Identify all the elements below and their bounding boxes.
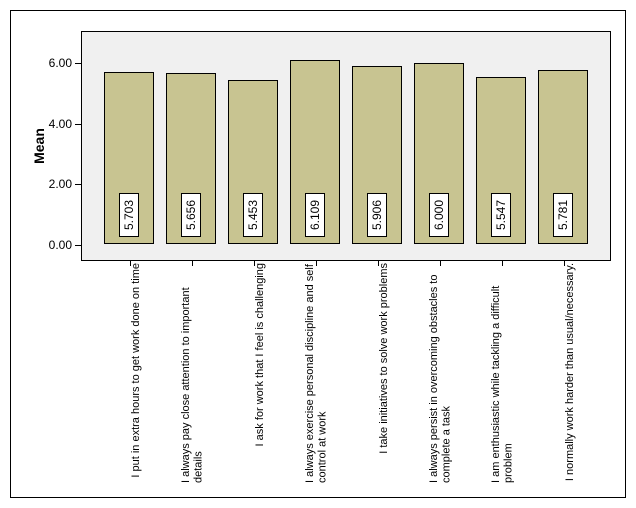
bar-5: 6.000 (414, 63, 464, 244)
value-label-6: 5.547 (491, 193, 511, 237)
bar-2: 5.453 (228, 80, 278, 244)
value-label-0: 5.703 (119, 193, 139, 237)
value-label-1: 5.656 (181, 193, 201, 237)
bar-1: 5.656 (166, 73, 216, 244)
value-label-3: 6.109 (305, 193, 325, 237)
y-tick-line-1 (75, 184, 81, 185)
plot-frame: 0.00 2.00 4.00 6.00 5.7035.6565.4536.109… (81, 31, 611, 261)
bar-0: 5.703 (104, 72, 154, 244)
y-tick-line-3 (75, 63, 81, 64)
value-label-2: 5.453 (243, 193, 263, 237)
x-label-5: I always persist in overcoming obstacles… (427, 263, 453, 483)
x-label-4: I take initiatives to solve work problem… (365, 263, 391, 454)
chart-outer-frame: Mean 0.00 2.00 4.00 6.00 5.7035.6565.453… (10, 10, 626, 498)
x-label-1: I always pay close attention to importan… (179, 263, 205, 483)
value-label-7: 5.781 (553, 193, 573, 237)
y-axis-title-text: Mean (31, 128, 47, 164)
x-label-2: I ask for work that I feel is challengin… (241, 263, 267, 446)
plot-inner: 5.703 5.656 5.453 6.109 5.906 6.000 5.547 5.781 (98, 48, 594, 244)
bar-4: 5.906 (352, 66, 402, 244)
y-tick-line-0 (75, 245, 81, 246)
value-label-4: 5.906 (367, 193, 387, 237)
bar-7: 5.781 (538, 70, 588, 244)
x-label-3: I always exercise personal discipline an… (303, 263, 329, 483)
value-label-5: 6.000 (429, 193, 449, 237)
x-label-6: I am enthusiastic while tackling a diffi… (489, 263, 515, 483)
bar-6: 5.547 (476, 77, 526, 244)
y-axis-title: Mean (31, 128, 47, 164)
x-label-7: I normally work harder than usual/necess… (551, 263, 577, 481)
y-tick-line-2 (75, 124, 81, 125)
x-label-0: I put in extra hours to get work done on… (117, 263, 143, 478)
bar-3: 6.109 (290, 60, 340, 244)
